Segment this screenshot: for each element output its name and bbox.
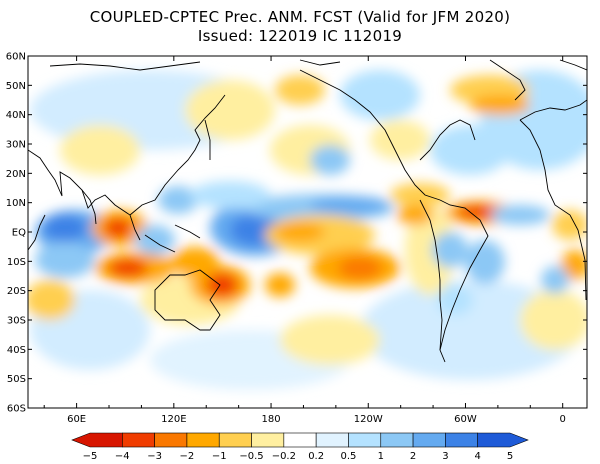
colorbar-label: 5 <box>507 451 513 462</box>
lat-label: 30S <box>7 316 26 327</box>
colorbar-swatch <box>186 432 220 448</box>
colorbar-label: −1 <box>212 451 227 462</box>
lat-label: 40S <box>7 345 26 356</box>
lat-label: 20S <box>7 286 26 297</box>
map-title-line2: Issued: 122019 IC 112019 <box>197 27 403 45</box>
lat-label: 50N <box>6 81 26 92</box>
colorbar-swatch <box>71 432 123 448</box>
lat-label: 10N <box>6 198 26 209</box>
colorbar-label: −4 <box>115 451 130 462</box>
lon-label: 0 <box>560 414 566 425</box>
lat-label: 10S <box>7 257 26 268</box>
colorbar: −5 −4 −3 −2 −1 −0.5 −0.2 0.2 0.5 1 2 3 4 5 <box>71 432 529 462</box>
colorbar-label: −0.5 <box>239 451 263 462</box>
colorbar-label: 3 <box>442 451 448 462</box>
colorbar-label: 2 <box>410 451 416 462</box>
colorbar-label: −2 <box>180 451 195 462</box>
lat-label: 40N <box>6 110 26 121</box>
latitude-labels: 60N 50N 40N 30N 20N 10N EQ 10S 20S 30S 40S 50S 60S <box>6 52 26 415</box>
colorbar-swatch <box>380 432 414 448</box>
lat-label: 60S <box>7 404 26 415</box>
lat-label: 50S <box>7 374 26 385</box>
colorbar-swatch <box>412 432 446 448</box>
colorbar-label: 1 <box>378 451 384 462</box>
lat-label: 60N <box>6 52 26 63</box>
colorbar-swatch <box>251 432 285 448</box>
colorbar-swatch <box>477 432 529 448</box>
colorbar-swatch <box>348 432 382 448</box>
lon-label: 60E <box>67 414 86 425</box>
colorbar-label: −0.2 <box>272 451 296 462</box>
colorbar-swatch <box>283 432 317 448</box>
colorbar-swatch <box>154 432 188 448</box>
lat-label: 20N <box>6 169 26 180</box>
anomaly-field <box>28 56 587 408</box>
axis-ticks <box>28 55 587 409</box>
lat-label: 30N <box>6 140 26 151</box>
coastlines <box>28 59 587 363</box>
colorbar-label: 4 <box>475 451 481 462</box>
colorbar-swatch <box>122 432 155 448</box>
colorbar-label: −3 <box>147 451 162 462</box>
longitude-labels: 60E 120E 180 120W 60W 0 <box>67 414 566 425</box>
colorbar-label: 0.5 <box>341 451 357 462</box>
colorbar-swatch <box>445 432 478 448</box>
lat-label: EQ <box>12 228 26 239</box>
lon-label: 60W <box>454 414 477 425</box>
lon-label: 120W <box>354 414 383 425</box>
lon-label: 120E <box>161 414 186 425</box>
lon-label: 180 <box>261 414 280 425</box>
colorbar-swatch <box>315 432 349 448</box>
colorbar-label: −5 <box>83 451 98 462</box>
colorbar-swatch <box>218 432 252 448</box>
colorbar-label: 0.2 <box>308 451 324 462</box>
map-title-line1: COUPLED-CPTEC Prec. ANM. FCST (Valid for… <box>89 8 511 26</box>
